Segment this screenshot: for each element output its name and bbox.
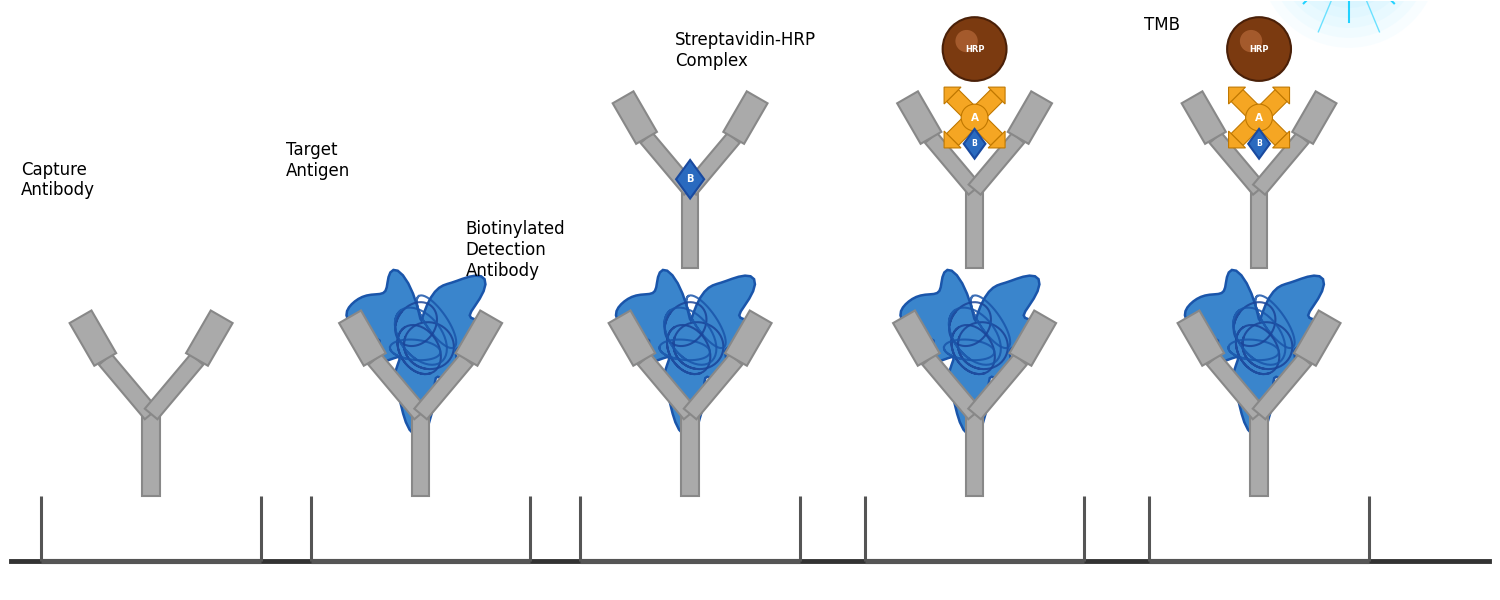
Polygon shape — [186, 310, 232, 366]
Polygon shape — [346, 270, 495, 436]
Polygon shape — [1010, 310, 1056, 366]
Text: B: B — [972, 139, 978, 148]
Polygon shape — [944, 87, 962, 104]
Polygon shape — [1292, 91, 1336, 144]
Polygon shape — [142, 414, 160, 496]
Circle shape — [942, 17, 1006, 81]
Polygon shape — [1248, 129, 1270, 158]
Text: A: A — [1256, 113, 1263, 122]
Polygon shape — [1208, 354, 1266, 419]
Polygon shape — [414, 354, 472, 419]
Polygon shape — [684, 354, 742, 419]
Polygon shape — [609, 310, 656, 366]
Text: Capture
Antibody: Capture Antibody — [21, 161, 96, 199]
Polygon shape — [1232, 116, 1260, 145]
Text: HRP: HRP — [1250, 44, 1269, 53]
Polygon shape — [69, 310, 116, 366]
Polygon shape — [988, 87, 1005, 104]
Text: TMB: TMB — [1144, 16, 1180, 34]
Polygon shape — [1209, 133, 1264, 194]
Polygon shape — [146, 354, 204, 419]
Text: HRP: HRP — [964, 44, 984, 53]
Polygon shape — [944, 131, 962, 148]
Polygon shape — [1252, 354, 1311, 419]
Polygon shape — [1258, 116, 1287, 145]
Polygon shape — [682, 190, 699, 268]
Polygon shape — [963, 129, 986, 158]
Polygon shape — [1251, 414, 1268, 496]
Polygon shape — [946, 89, 975, 118]
Text: A: A — [970, 113, 978, 122]
Polygon shape — [456, 310, 503, 366]
Polygon shape — [684, 133, 740, 194]
Polygon shape — [900, 270, 1048, 436]
Polygon shape — [1258, 89, 1287, 118]
Polygon shape — [723, 91, 768, 144]
Circle shape — [1299, 0, 1400, 8]
Polygon shape — [1251, 190, 1268, 268]
Circle shape — [1288, 0, 1408, 18]
Polygon shape — [1272, 87, 1290, 104]
Circle shape — [1280, 0, 1419, 28]
Polygon shape — [1272, 131, 1290, 148]
Polygon shape — [966, 190, 982, 268]
Polygon shape — [969, 133, 1024, 194]
Circle shape — [956, 30, 978, 52]
Polygon shape — [1294, 310, 1341, 366]
Polygon shape — [616, 270, 765, 436]
Polygon shape — [638, 354, 696, 419]
Polygon shape — [988, 131, 1005, 148]
Polygon shape — [99, 354, 158, 419]
Circle shape — [1245, 104, 1272, 131]
Polygon shape — [1232, 89, 1260, 118]
Polygon shape — [413, 414, 429, 496]
Text: Target
Antigen: Target Antigen — [286, 141, 350, 179]
Text: Streptavidin-HRP
Complex: Streptavidin-HRP Complex — [675, 31, 816, 70]
Polygon shape — [1185, 270, 1334, 436]
Polygon shape — [1228, 87, 1245, 104]
Polygon shape — [339, 310, 386, 366]
Polygon shape — [966, 414, 984, 496]
Text: B: B — [1256, 139, 1262, 148]
Polygon shape — [926, 133, 981, 194]
Polygon shape — [1252, 133, 1308, 194]
Polygon shape — [922, 354, 981, 419]
Polygon shape — [946, 116, 975, 145]
Polygon shape — [724, 310, 771, 366]
Polygon shape — [1182, 91, 1225, 144]
Polygon shape — [974, 116, 1002, 145]
Polygon shape — [969, 354, 1028, 419]
Circle shape — [1269, 0, 1428, 38]
Polygon shape — [1008, 91, 1052, 144]
Polygon shape — [974, 89, 1002, 118]
Polygon shape — [681, 414, 699, 496]
Polygon shape — [640, 133, 696, 194]
Circle shape — [962, 104, 988, 131]
Circle shape — [1240, 30, 1262, 52]
Text: Biotinylated
Detection
Antibody: Biotinylated Detection Antibody — [465, 220, 566, 280]
Polygon shape — [1178, 310, 1224, 366]
Circle shape — [1258, 0, 1438, 48]
Polygon shape — [676, 160, 703, 199]
Polygon shape — [892, 310, 939, 366]
Circle shape — [1227, 17, 1292, 81]
Polygon shape — [612, 91, 657, 144]
Polygon shape — [1228, 131, 1245, 148]
Polygon shape — [369, 354, 428, 419]
Text: B: B — [687, 174, 694, 184]
Polygon shape — [897, 91, 942, 144]
